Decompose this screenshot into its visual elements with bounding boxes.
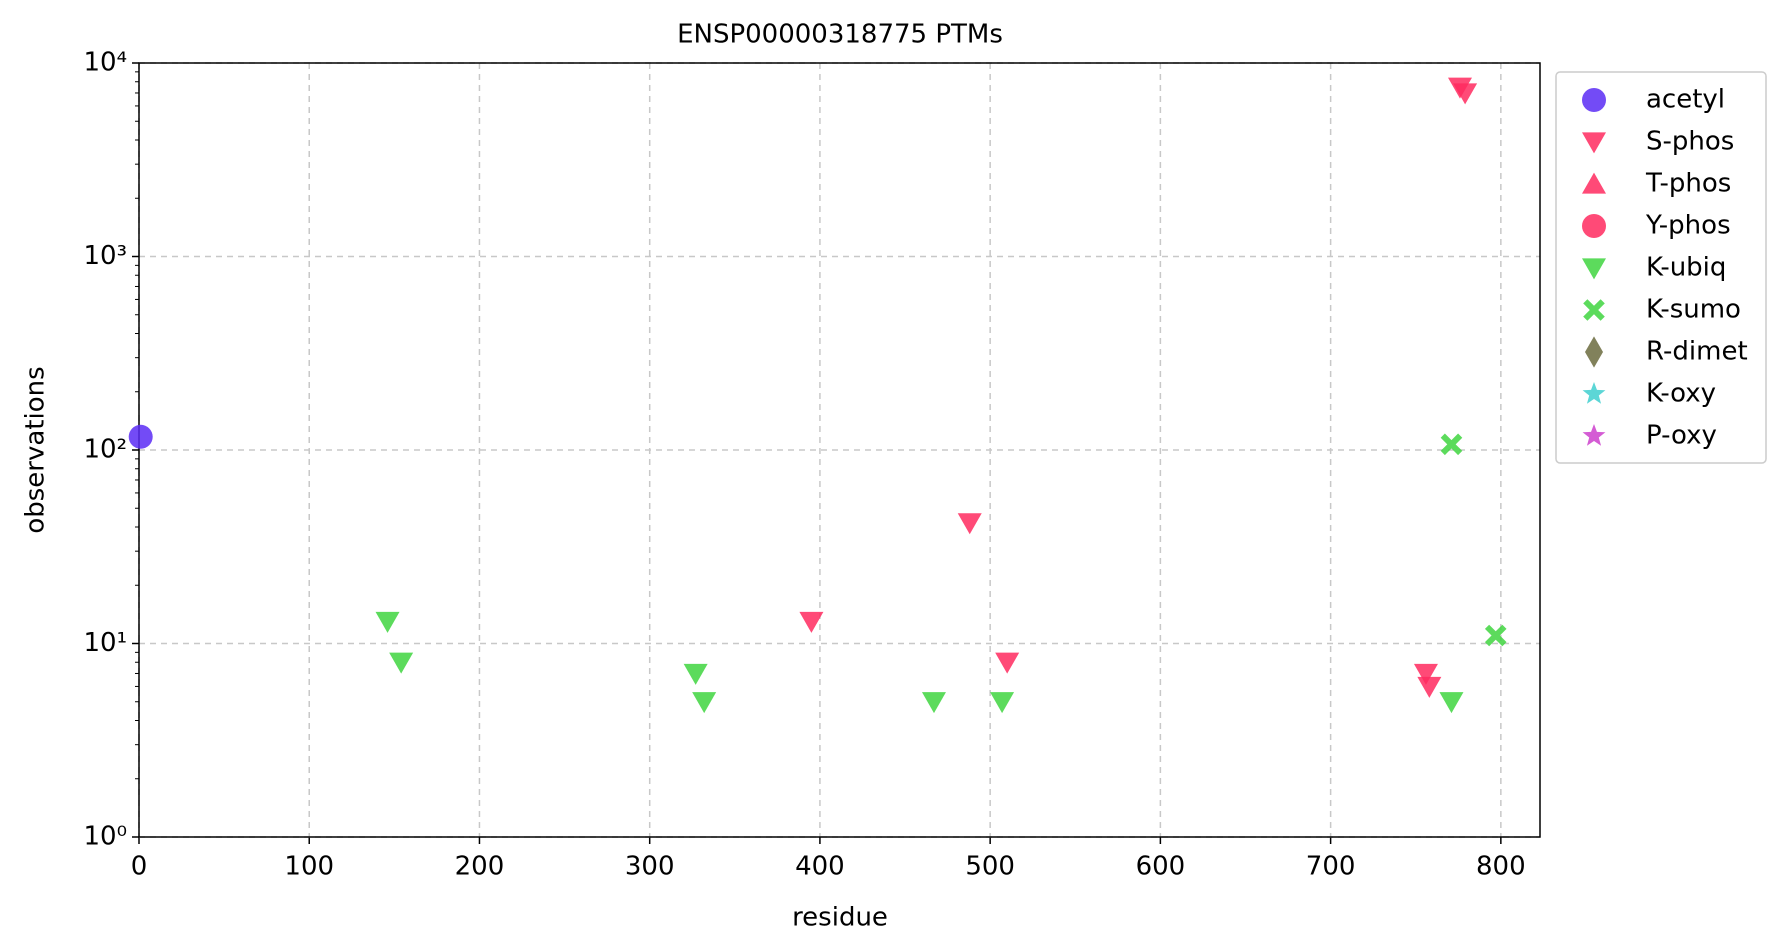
data-point xyxy=(683,663,708,685)
x-tick-label: 200 xyxy=(455,852,505,882)
legend-marker xyxy=(1582,88,1606,112)
legend-label: Y-phos xyxy=(1645,211,1731,241)
plot-frame xyxy=(138,62,1541,838)
data-point xyxy=(1417,676,1442,698)
legend-label: K-oxy xyxy=(1646,379,1716,409)
legend-marker xyxy=(1582,258,1606,280)
legend-box xyxy=(1555,71,1767,464)
y-axis-label: observations xyxy=(21,366,51,533)
data-point xyxy=(957,513,982,535)
x-tick-label: 800 xyxy=(1476,852,1526,882)
x-tick-label: 700 xyxy=(1306,852,1356,882)
legend-marker xyxy=(1583,299,1605,321)
data-point xyxy=(799,611,824,633)
legend-marker xyxy=(1582,172,1606,194)
x-tick-label: 400 xyxy=(795,852,845,882)
data-point xyxy=(389,652,414,674)
chart-title: ENSP00000318775 PTMs xyxy=(677,20,1003,50)
legend-marker xyxy=(1582,132,1606,154)
y-tick-label: 10² xyxy=(83,435,127,465)
y-tick-label: 10¹ xyxy=(83,628,127,658)
legend-marker xyxy=(1582,382,1606,404)
data-point xyxy=(692,692,717,714)
x-tick-label: 600 xyxy=(1136,852,1186,882)
x-axis-label: residue xyxy=(792,903,888,933)
data-point xyxy=(375,611,400,633)
x-tick-label: 100 xyxy=(284,852,334,882)
data-point xyxy=(1453,83,1478,105)
data-point xyxy=(990,692,1015,714)
legend-marker xyxy=(1582,214,1606,238)
data-point xyxy=(995,652,1020,674)
x-tick-label: 500 xyxy=(965,852,1015,882)
legend-label: P-oxy xyxy=(1646,421,1717,451)
data-point xyxy=(921,692,946,714)
data-point xyxy=(1484,624,1507,647)
legend-marker xyxy=(1585,336,1603,368)
data-point xyxy=(1413,663,1438,685)
legend-label: S-phos xyxy=(1646,127,1734,157)
x-tick-label: 0 xyxy=(131,852,148,882)
y-tick-label: 10⁰ xyxy=(83,822,127,852)
legend-label: K-ubiq xyxy=(1646,253,1726,283)
data-point xyxy=(128,424,153,449)
y-tick-label: 10³ xyxy=(83,241,127,271)
data-point xyxy=(1440,433,1463,456)
legend-label: acetyl xyxy=(1646,85,1725,115)
y-tick-label: 10⁴ xyxy=(83,48,127,78)
x-tick-label: 300 xyxy=(625,852,675,882)
legend-marker xyxy=(1582,424,1606,446)
data-point xyxy=(1439,692,1464,714)
legend-label: T-phos xyxy=(1645,169,1731,199)
legend-label: R-dimet xyxy=(1646,337,1748,367)
legend-label: K-sumo xyxy=(1646,295,1741,325)
